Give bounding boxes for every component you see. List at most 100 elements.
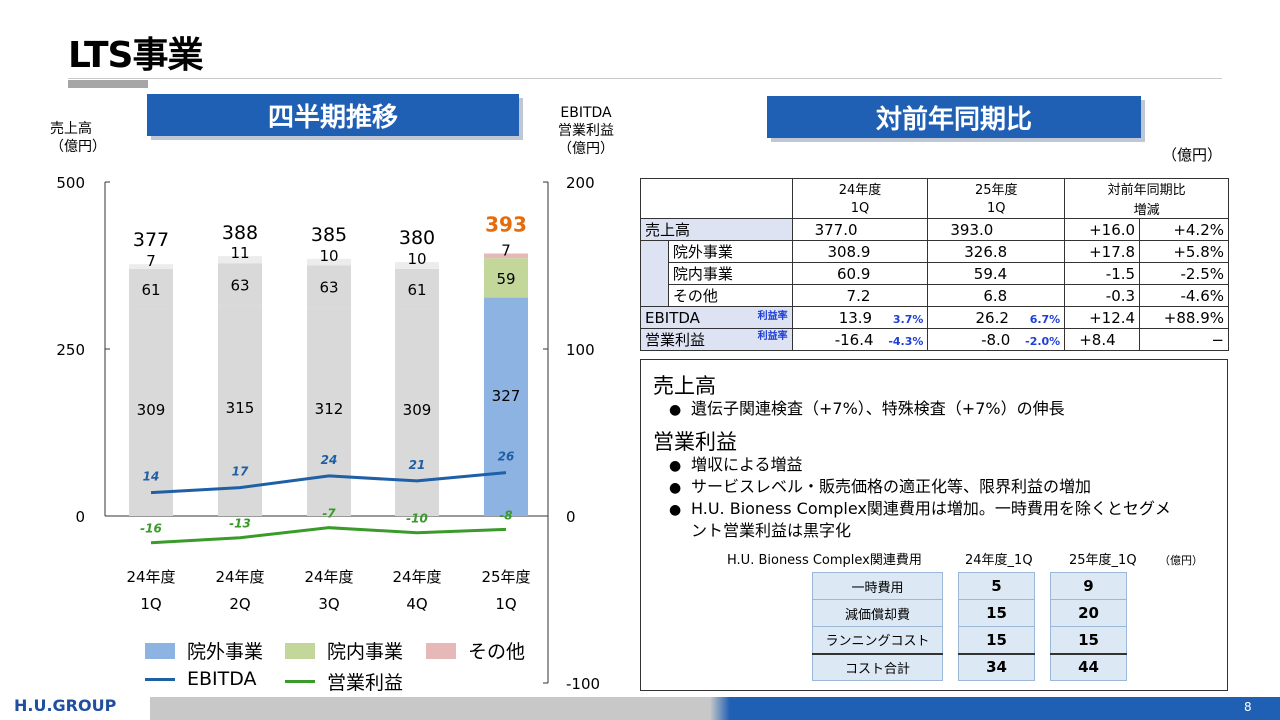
title-divider	[68, 78, 1222, 79]
bar-value-label: 63	[319, 279, 338, 297]
bar-value-label: 7	[146, 252, 156, 270]
page-number: 8	[1244, 700, 1252, 714]
operating-income-line	[150, 526, 507, 545]
legend-line-opinc	[285, 680, 315, 683]
left-tick-label: 0	[75, 508, 85, 526]
table-head-yoy: 対前年同期比	[1064, 178, 1229, 199]
table-unit-label: （億円）	[1162, 146, 1223, 164]
bar-value-label: 7	[501, 241, 511, 259]
legend-ebitda: EBITDA	[145, 668, 257, 690]
left-axis-title: 売上高 （億円）	[50, 121, 106, 155]
bar-value-label: 10	[407, 250, 426, 268]
notes-sales-point: 遺伝子関連検査（+7%）、特殊検査（+7%）の伸長	[691, 399, 1065, 418]
x-category-label: 25年度	[481, 568, 530, 586]
table-head-25: 25年度	[927, 178, 1066, 199]
line-value-label: 17	[232, 465, 249, 479]
bar-segment	[395, 268, 439, 310]
table-row: 一時費用 5 9	[812, 572, 1127, 600]
bar-total-label: 377	[133, 229, 169, 251]
x-category-label: 1Q	[495, 595, 516, 613]
right-tick-label: 200	[566, 174, 595, 192]
cost-table-title: H.U. Bioness Complex関連費用	[727, 553, 922, 568]
comparison-table: 24年度 25年度 対前年同期比 1Q 1Q 増減 売上高 377.0 393.…	[640, 178, 1229, 351]
bar-segment	[484, 253, 528, 259]
table-corner	[640, 178, 793, 219]
bar-segment	[218, 305, 262, 516]
notes-panel: 売上高 ● 遺伝子関連検査（+7%）、特殊検査（+7%）の伸長 営業利益 ● 増…	[640, 359, 1228, 691]
bar-total-label: 380	[399, 227, 435, 249]
bar-value-label: 309	[403, 401, 432, 419]
bar-total-label: 393	[485, 212, 527, 236]
bar-value-label: 63	[230, 277, 249, 295]
line-value-label: -7	[322, 507, 336, 521]
x-category-label: 1Q	[140, 595, 161, 613]
bar-segment	[307, 307, 351, 516]
right-tick-label: 0	[566, 508, 576, 526]
cost-col-25: 25年度_1Q	[1069, 553, 1137, 568]
line-value-label: 24	[321, 453, 338, 467]
legend-swatch-other	[426, 642, 456, 659]
x-category-label: 24年度	[215, 568, 264, 586]
title-accent-bar	[68, 80, 148, 88]
right-axis-title: EBITDA 営業利益 （億円）	[558, 105, 614, 157]
x-category-label: 24年度	[392, 568, 441, 586]
right-section-banner: 対前年同期比	[767, 96, 1141, 138]
bullet-icon: ●	[669, 480, 682, 496]
right-tick-label: -100	[566, 675, 600, 693]
quarterly-chart: 50025002001000-10030961737724年度1Q3156311…	[56, 174, 600, 693]
bullet-icon: ●	[669, 402, 682, 418]
cost-table: 一時費用 5 9 減価償却費 15 20 ランニングコスト 15 15 コスト合…	[812, 572, 1127, 681]
table-head-yoy-sub: 増減	[1064, 198, 1229, 219]
bar-segment	[484, 297, 528, 516]
line-value-label: 14	[143, 470, 160, 484]
table-row: その他 7.2 6.8 -0.3 -4.6%	[641, 284, 1229, 307]
bar-value-label: 11	[230, 244, 249, 262]
line-value-label: 21	[409, 458, 426, 472]
cost-unit: （億円）	[1159, 554, 1203, 567]
bar-segment	[307, 265, 351, 308]
x-category-label: 24年度	[304, 568, 353, 586]
table-row: 売上高 377.0 393.0 +16.0 +4.2%	[640, 218, 1229, 241]
notes-heading-sales: 売上高	[653, 374, 716, 398]
company-logo: H.U.GROUP	[14, 696, 117, 715]
legend-label-innai: 院内事業	[327, 641, 404, 663]
legend-opinc: 営業利益	[285, 668, 403, 695]
left-tick-label: 250	[56, 341, 85, 359]
ebitda-line	[150, 471, 507, 495]
legend-innai: 院内事業	[285, 637, 403, 664]
bar-value-label: 61	[407, 281, 426, 299]
bar-segment	[218, 263, 262, 306]
line-value-label: -10	[406, 512, 428, 526]
left-tick-label: 500	[56, 174, 85, 192]
legend-label-gaiai: 院外事業	[187, 641, 264, 663]
line-value-label: -8	[499, 508, 512, 522]
bar-value-label: 61	[141, 281, 160, 299]
line-value-label: 26	[498, 450, 515, 464]
x-category-label: 24年度	[126, 568, 175, 586]
right-tick-label: 100	[566, 341, 595, 359]
bar-segment	[129, 309, 173, 516]
bar-segment	[395, 262, 439, 269]
bar-segment	[129, 268, 173, 310]
left-section-banner: 四半期推移	[147, 94, 519, 136]
legend-label-ebitda: EBITDA	[187, 668, 257, 690]
table-row: ランニングコスト 15 15	[812, 626, 1127, 654]
bar-segment	[218, 256, 262, 264]
table-head-25-q: 1Q	[927, 198, 1066, 219]
table-head-24: 24年度	[791, 178, 929, 199]
notes-opinc-point-3b: ント営業利益は黒字化	[691, 521, 852, 540]
x-category-label: 3Q	[318, 595, 339, 613]
table-row: 営業利益 利益率 -16.4 -4.3% -8.0 -2.0% +8.4 −	[640, 328, 1229, 351]
bullet-icon: ●	[669, 502, 682, 518]
bar-value-label: 315	[226, 399, 255, 417]
x-category-label: 2Q	[229, 595, 250, 613]
legend-gaiai: 院外事業	[145, 637, 263, 664]
bar-total-label: 385	[311, 224, 347, 246]
cost-col-24: 24年度_1Q	[965, 553, 1033, 568]
notes-opinc-point-1: 増収による増益	[691, 455, 803, 474]
bar-total-label: 388	[222, 222, 258, 244]
table-row: EBITDA 利益率 13.9 3.7% 26.2 6.7% +12.4 +88…	[640, 306, 1229, 329]
legend-swatch-gaiai	[145, 642, 175, 659]
bar-segment	[307, 258, 351, 266]
line-value-label: -13	[229, 517, 251, 531]
